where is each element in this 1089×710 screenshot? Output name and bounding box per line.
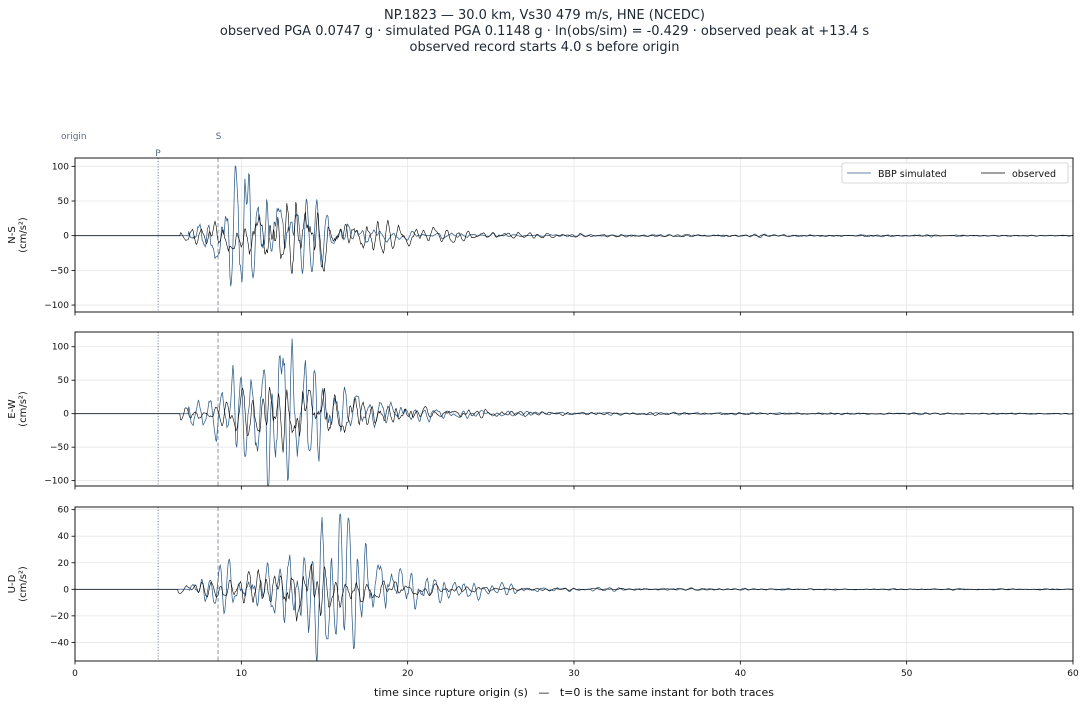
trace-observed-n-s <box>75 201 1073 274</box>
panel-u-d: 60 40 20 0 −20 −40 0 10 20 30 40 50 60 U-D(cm/s²) <box>7 506 1079 679</box>
y-axis-label-line: U-D <box>7 574 18 593</box>
legend-box <box>841 162 1069 184</box>
x-tick-label: 60 <box>1067 669 1079 679</box>
legend: BBP simulated observed <box>841 162 1069 184</box>
title-line-1: NP.1823 — 30.0 km, Vs30 479 m/s, HNE (NC… <box>383 8 705 23</box>
title-line-2: observed PGA 0.0747 g · simulated PGA 0.… <box>219 24 870 39</box>
y-tick-label: 20 <box>58 559 70 569</box>
p-arrival-label: P <box>155 149 161 159</box>
phase-markers: origin S P <box>61 132 222 159</box>
y-tick-label: 100 <box>52 162 69 172</box>
y-tick-label: 0 <box>63 232 69 242</box>
y-tick-label: 60 <box>58 506 70 516</box>
x-tick-label: 0 <box>72 669 78 679</box>
y-axis-label: E-W(cm/s²) <box>7 391 29 427</box>
y-axis-label: U-D(cm/s²) <box>7 566 29 602</box>
y-tick-label: −40 <box>50 638 69 648</box>
y-tick-label: 0 <box>63 410 69 420</box>
y-tick-label: 50 <box>58 197 70 207</box>
y-tick-label: −100 <box>44 301 69 311</box>
y-tick-label: −20 <box>50 612 69 622</box>
s-arrival-label: S <box>216 132 222 142</box>
y-axis-label-line: (cm/s²) <box>18 217 29 253</box>
y-tick-label: 100 <box>52 343 69 353</box>
x-tick-label: 20 <box>402 669 414 679</box>
x-axis-label: time since rupture origin (s) — t=0 is t… <box>374 686 774 699</box>
trace-observed-e-w <box>75 386 1073 453</box>
y-axis-label-line: (cm/s²) <box>18 391 29 427</box>
chart-title: NP.1823 — 30.0 km, Vs30 479 m/s, HNE (NC… <box>0 8 1089 56</box>
legend-simulated-label: BBP simulated <box>878 169 947 180</box>
y-axis-label-line: (cm/s²) <box>18 566 29 602</box>
trace-observed-u-d <box>75 563 1073 622</box>
x-tick-label: 50 <box>901 669 913 679</box>
y-tick-label: 0 <box>63 585 69 595</box>
y-tick-label: 40 <box>58 532 70 542</box>
legend-observed-label: observed <box>1012 169 1056 180</box>
y-axis-label-line: N-S <box>7 226 18 243</box>
y-tick-label: −50 <box>50 266 69 276</box>
y-axis-label: N-S(cm/s²) <box>7 217 29 253</box>
y-tick-label: −100 <box>44 477 69 487</box>
y-tick-label: −50 <box>50 443 69 453</box>
y-axis-label-line: E-W <box>7 399 18 419</box>
x-tick-label: 10 <box>236 669 248 679</box>
panels: 100500−50−100N-S(cm/s²)100500−50−100E-W(… <box>7 157 1079 679</box>
panel-e-w: 100 50 0 −50 −100 E-W(cm/s²) <box>7 331 1074 490</box>
x-tick-label: 40 <box>735 669 747 679</box>
title-line-3: observed record starts 4.0 s before orig… <box>409 40 680 55</box>
y-tick-label: 50 <box>58 376 70 386</box>
x-tick-label: 30 <box>568 669 580 679</box>
origin-label: origin <box>61 132 87 142</box>
